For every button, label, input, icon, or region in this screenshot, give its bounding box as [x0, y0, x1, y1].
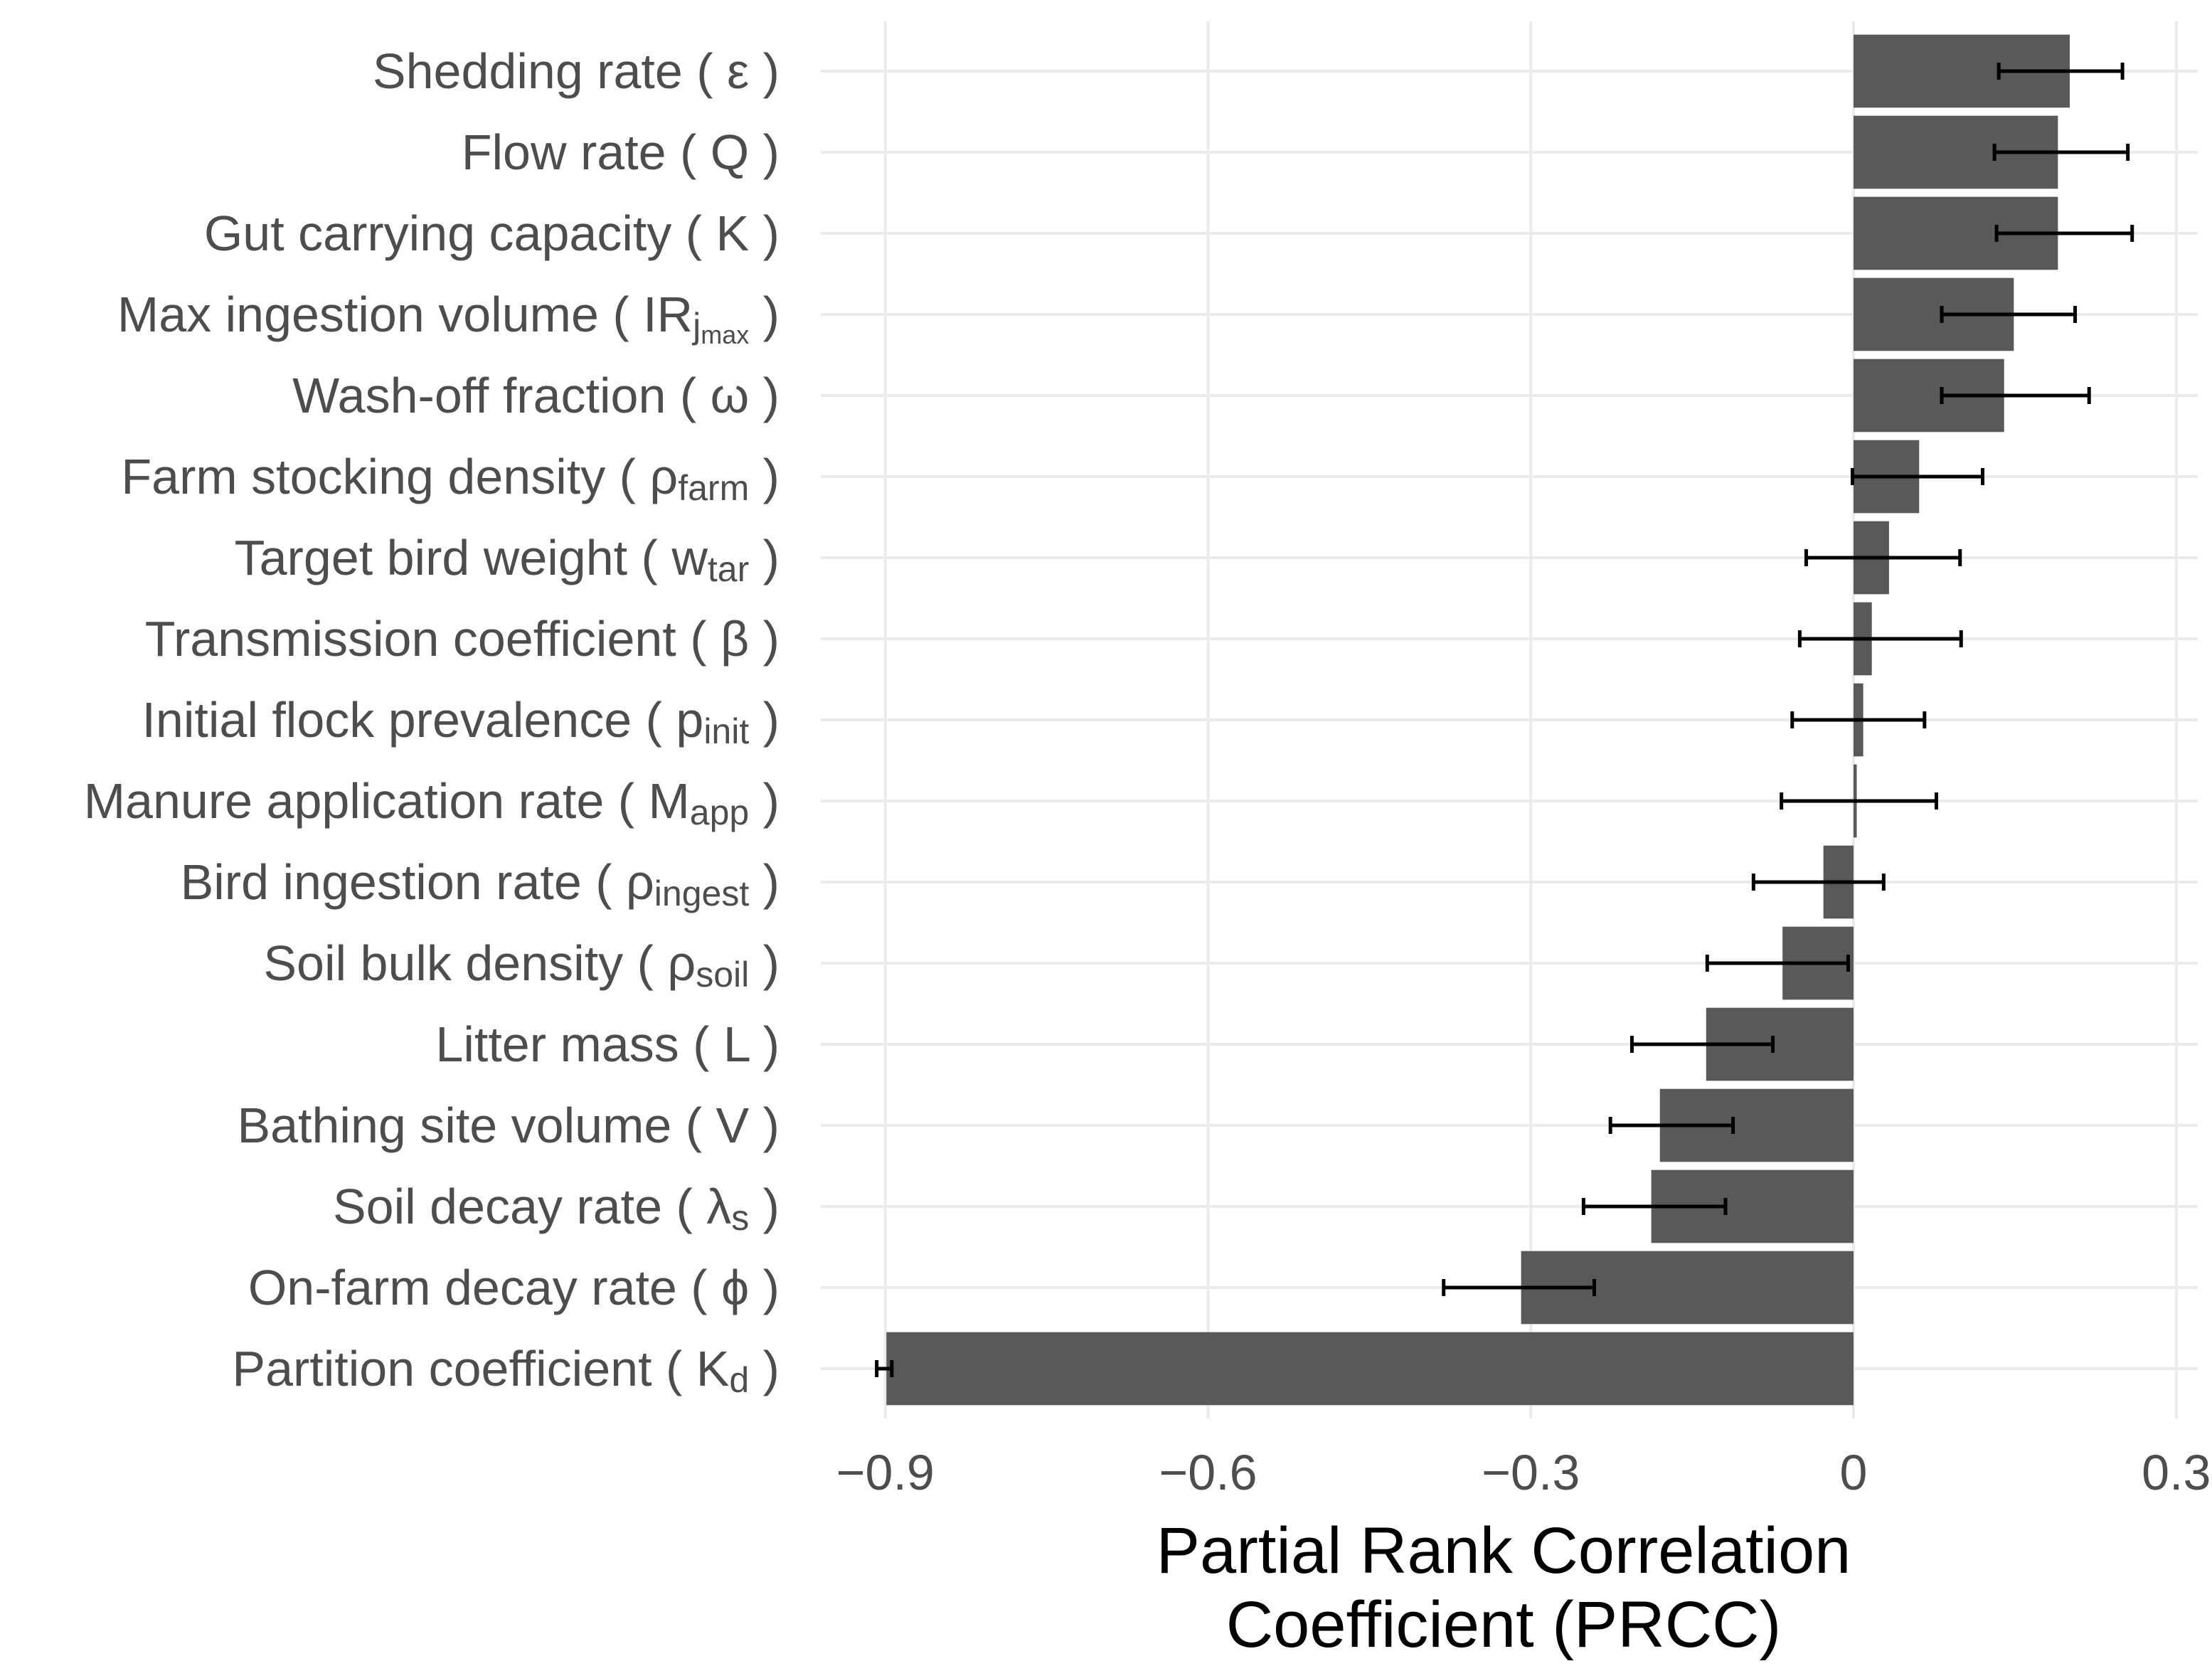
error-bar: [1790, 711, 1927, 728]
grid: [821, 21, 2198, 1418]
label-subscript: s: [731, 1198, 749, 1238]
y-tick-label: Bird ingestion rate ( ρingest ): [181, 854, 780, 913]
label-subscript: tar: [708, 549, 749, 589]
y-tick-label: Bathing site volume ( V ): [237, 1098, 780, 1153]
error-bar: [1608, 1117, 1735, 1134]
label-text: ): [749, 854, 780, 910]
label-subscript: d: [729, 1360, 749, 1400]
error-bar: [1850, 468, 1984, 485]
error-bar: [875, 1360, 894, 1377]
error-bar: [1992, 144, 2130, 161]
label-subscript: ingest: [654, 874, 750, 913]
label-text: ): [749, 773, 780, 829]
y-tick-label: Manure application rate ( Mapp ): [84, 773, 780, 832]
label-text: Bird ingestion rate ( ρ: [181, 854, 654, 910]
bar: [886, 1332, 1854, 1406]
marks: [875, 34, 2134, 1406]
label-subscript: j: [691, 306, 701, 346]
label-subscript: init: [703, 711, 749, 751]
error-bar: [1940, 387, 2091, 404]
label-text: Manure application rate ( M: [84, 773, 690, 829]
label-text: Flow rate ( Q ): [462, 124, 780, 180]
x-axis-title: Coefficient (PRCC): [1226, 1588, 1782, 1661]
y-tick-label: Litter mass ( L ): [435, 1017, 780, 1072]
y-tick-label: Wash-off fraction ( ω ): [292, 368, 780, 423]
y-tick-label: On-farm decay rate ( ϕ ): [248, 1260, 780, 1315]
error-bar: [1940, 306, 2078, 323]
label-text: ): [749, 530, 780, 585]
label-text: Bathing site volume ( V ): [237, 1098, 780, 1153]
error-bar: [1780, 792, 1938, 810]
label-text: Max ingestion volume ( IR: [117, 287, 693, 342]
label-text: Litter mass ( L ): [435, 1017, 780, 1072]
y-tick-label: Target bird weight ( wtar ): [235, 530, 780, 589]
label-text: Shedding rate ( ε ): [373, 43, 780, 99]
x-tick-label: −0.6: [1159, 1445, 1257, 1500]
label-text: Soil decay rate ( λ: [333, 1179, 731, 1234]
label-text: ): [749, 287, 780, 342]
label-text: Transmission coefficient ( β ): [145, 611, 780, 667]
y-tick-label: Partition coefficient ( Kd ): [232, 1341, 780, 1400]
x-axis-title: Partial Rank Correlation: [1156, 1514, 1851, 1587]
x-tick-label: −0.3: [1482, 1445, 1580, 1500]
label-text: Gut carrying capacity ( K ): [204, 206, 780, 261]
label-subscript: farm: [678, 468, 749, 508]
label-text: ): [749, 449, 780, 504]
error-bar: [1797, 630, 1963, 647]
y-tick-label: Farm stocking density ( ρfarm ): [121, 449, 780, 508]
label-text: Farm stocking density ( ρ: [121, 449, 678, 504]
x-tick-label: 0.3: [2142, 1445, 2211, 1500]
error-bar: [1581, 1198, 1728, 1215]
label-subscript: soil: [696, 955, 749, 994]
label-text: Soil bulk density ( ρ: [263, 935, 696, 991]
y-tick-label: Max ingestion volume ( IRjmax ): [117, 287, 780, 349]
label-text: ): [749, 1179, 780, 1234]
label-text: Target bird weight ( w: [235, 530, 708, 585]
error-bar: [1629, 1036, 1775, 1053]
error-bar: [1442, 1279, 1596, 1296]
error-bar: [1996, 63, 2125, 80]
label-text: ): [749, 692, 780, 748]
label-text: Wash-off fraction ( ω ): [292, 368, 780, 423]
label-subscript: max: [701, 320, 749, 349]
x-tick-label: −0.9: [836, 1445, 935, 1500]
error-bar: [1994, 225, 2134, 242]
y-tick-label: Shedding rate ( ε ): [373, 43, 780, 99]
y-tick-label: Soil decay rate ( λs ): [333, 1179, 780, 1238]
error-bar: [1751, 874, 1886, 891]
x-tick-label: 0: [1840, 1445, 1868, 1500]
label-text: Initial flock prevalence ( p: [142, 692, 703, 748]
label-text: Partition coefficient ( K: [232, 1341, 729, 1396]
label-subscript: app: [690, 792, 749, 832]
error-bar: [1804, 549, 1962, 566]
y-tick-label: Gut carrying capacity ( K ): [204, 206, 780, 261]
label-text: ): [749, 1341, 780, 1396]
y-tick-label: Initial flock prevalence ( pinit ): [142, 692, 780, 751]
y-tick-label: Flow rate ( Q ): [462, 124, 780, 180]
label-text: ): [749, 935, 780, 991]
error-bar: [1705, 955, 1850, 972]
y-tick-label: Transmission coefficient ( β ): [145, 611, 780, 667]
y-tick-label: Soil bulk density ( ρsoil ): [263, 935, 780, 994]
label-text: On-farm decay rate ( ϕ ): [248, 1260, 780, 1315]
